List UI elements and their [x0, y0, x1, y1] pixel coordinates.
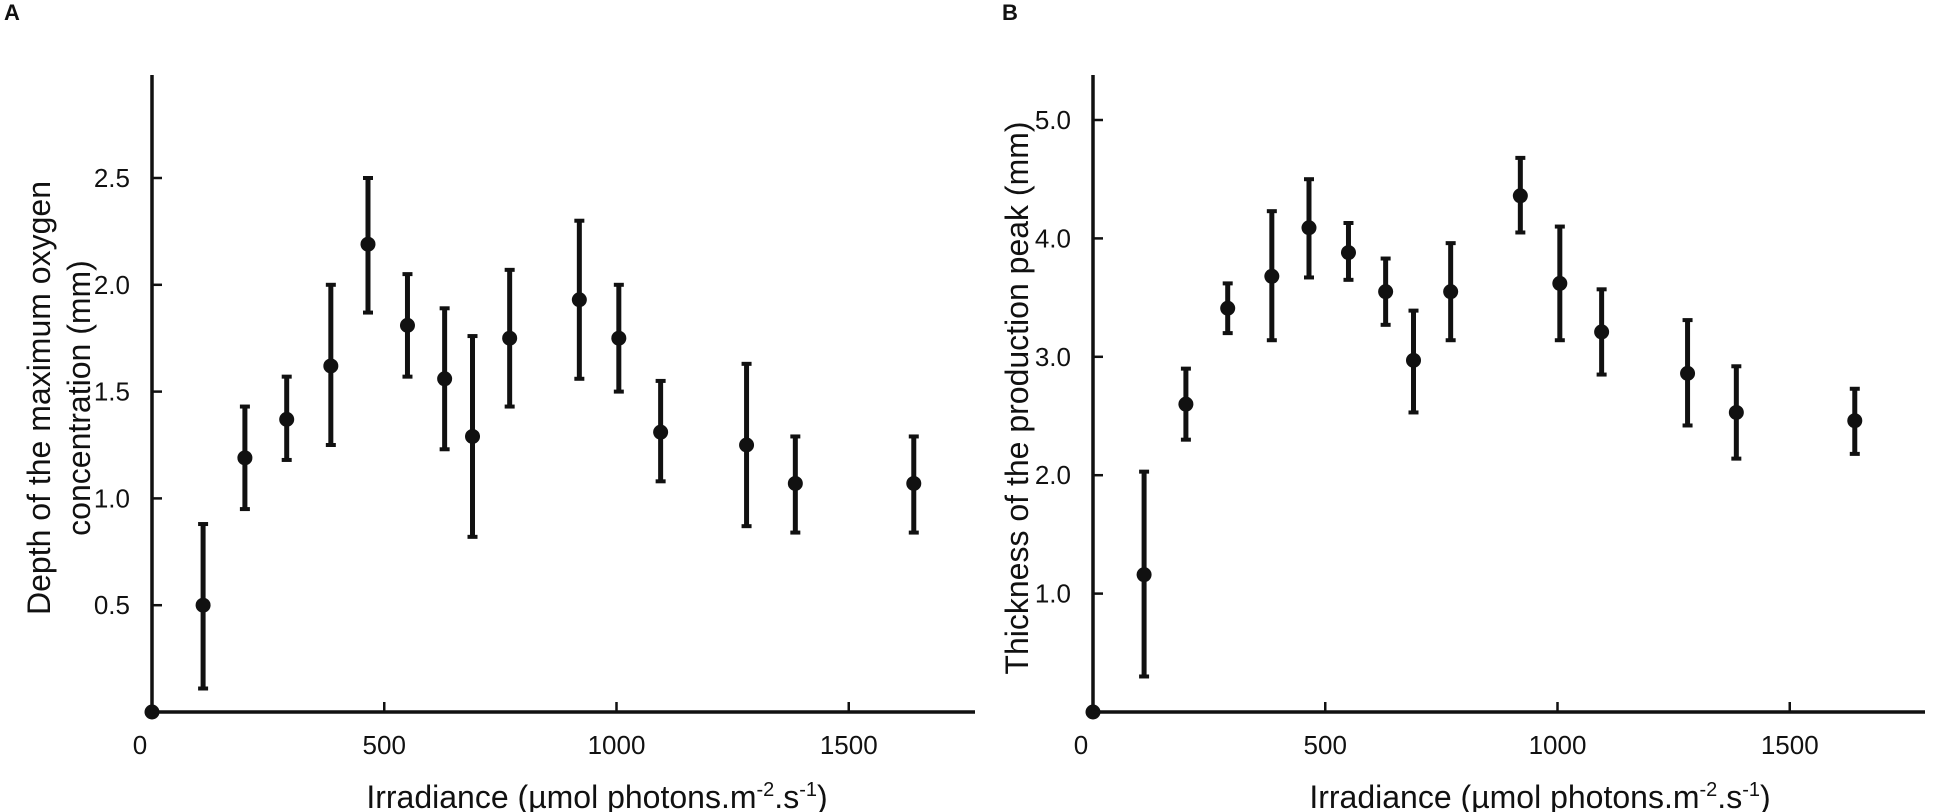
- panel-b-y-tick-label: 5.0: [1035, 105, 1071, 135]
- panel-a-letter: A: [4, 0, 20, 25]
- panel-b-data-point: [1847, 413, 1863, 429]
- panel-b-letter: B: [1002, 0, 1018, 25]
- panel-b-data-point: [1340, 245, 1356, 261]
- panel-b-data-point: [1264, 268, 1280, 284]
- panel-a-y-tick-label: 2.0: [94, 270, 130, 300]
- panel-a-data-point: [739, 437, 755, 453]
- panel-b-y-ticks: 1.0 2.0 3.0 4.0 5.0: [1035, 105, 1103, 609]
- panel-a-data-point: [653, 424, 669, 440]
- panel-b-x-tick-label: 1500: [1761, 730, 1819, 760]
- panel-a: A 0.5 1.0 1.5 2.0 2.5 0 500 1000 1500 Depth of …: [4, 0, 975, 812]
- panel-a-x-label-sup1: -2: [757, 779, 775, 801]
- panel-a-data-point: [502, 330, 518, 346]
- panel-a-data-point: [323, 358, 339, 374]
- panel-b-data-point: [1443, 284, 1459, 300]
- panel-b-x-label-mid: .s: [1717, 779, 1742, 812]
- panel-a-y-label-line2: concentration (mm): [61, 260, 97, 536]
- panel-b-data-point: [1136, 567, 1152, 583]
- panel-b-data-point: [1680, 365, 1696, 381]
- panel-b-y-tick-label: 3.0: [1035, 342, 1071, 372]
- panel-a-x-label-mid: .s: [774, 779, 799, 812]
- panel-b-y-tick-label: 2.0: [1035, 460, 1071, 490]
- panel-b-x-tick-label: 0: [1074, 730, 1088, 760]
- panel-a-data-point: [437, 371, 453, 387]
- panel-a-x-tick-label: 1500: [820, 730, 878, 760]
- panel-a-x-ticks: 0 500 1000 1500: [133, 702, 878, 760]
- panel-b-x-tick-label: 500: [1304, 730, 1347, 760]
- panel-a-data-point: [399, 317, 415, 333]
- panel-a-data-point: [237, 450, 253, 466]
- panel-b-y-tick-label: 1.0: [1035, 579, 1071, 609]
- panel-a-x-tick-label: 0: [133, 730, 147, 760]
- panel-a-data-point: [360, 236, 376, 252]
- panel-b-points: [1085, 155, 1863, 720]
- panel-a-x-tick-label: 1000: [588, 730, 646, 760]
- panel-b-data-point: [1178, 396, 1194, 412]
- panel-b-x-label-end: ): [1760, 779, 1771, 812]
- panel-a-x-label-main: Irradiance (µmol photons.m: [366, 779, 756, 812]
- panel-b-x-tick-label: 1000: [1529, 730, 1587, 760]
- panel-b-x-label: Irradiance (µmol photons.m-2.s-1): [1309, 779, 1770, 812]
- panel-a-x-label-end: ): [817, 779, 828, 812]
- panel-b-x-ticks: 0 500 1000 1500: [1074, 702, 1819, 760]
- panel-a-data-point: [611, 330, 627, 346]
- panel-b-y-label: Thickness of the production peak (mm): [999, 121, 1035, 674]
- panel-b: B 1.0 2.0 3.0 4.0 5.0 0 500 1000 1500 Thickness…: [999, 0, 1925, 812]
- panel-a-data-point: [571, 292, 587, 308]
- panel-a-data-point: [465, 428, 481, 444]
- panel-a-x-label: Irradiance (µmol photons.m-2.s-1): [366, 779, 827, 812]
- panel-b-data-point: [1552, 275, 1568, 291]
- panel-a-y-tick-label: 1.5: [94, 377, 130, 407]
- panel-a-x-tick-label: 500: [363, 730, 406, 760]
- panel-a-y-label-line1: Depth of the maximum oxygen: [21, 181, 57, 615]
- panel-b-data-point: [1512, 188, 1528, 204]
- panel-b-data-point: [1220, 300, 1236, 316]
- panel-b-data-point: [1594, 324, 1610, 340]
- panel-a-data-point: [195, 597, 211, 613]
- panel-a-y-tick-label: 1.0: [94, 483, 130, 513]
- panel-a-y-tick-label: 2.5: [94, 163, 130, 193]
- panel-b-data-point: [1728, 404, 1744, 420]
- panel-a-points: [144, 176, 922, 720]
- panel-b-data-point: [1406, 352, 1422, 368]
- panel-b-x-label-main: Irradiance (µmol photons.m: [1309, 779, 1699, 812]
- panel-a-data-point: [906, 475, 922, 491]
- panel-b-x-label-sup2: -1: [1742, 779, 1760, 801]
- panel-a-x-label-sup2: -1: [799, 779, 817, 801]
- panel-a-y-tick-label: 0.5: [94, 590, 130, 620]
- panel-b-data-point: [1378, 284, 1394, 300]
- panel-a-data-point: [787, 475, 803, 491]
- panel-a-data-point: [279, 411, 295, 427]
- panel-b-y-tick-label: 4.0: [1035, 223, 1071, 253]
- panel-a-y-ticks: 0.5 1.0 1.5 2.0 2.5: [94, 163, 162, 620]
- panel-b-data-point: [1301, 220, 1317, 236]
- panel-b-x-label-sup1: -2: [1700, 779, 1718, 801]
